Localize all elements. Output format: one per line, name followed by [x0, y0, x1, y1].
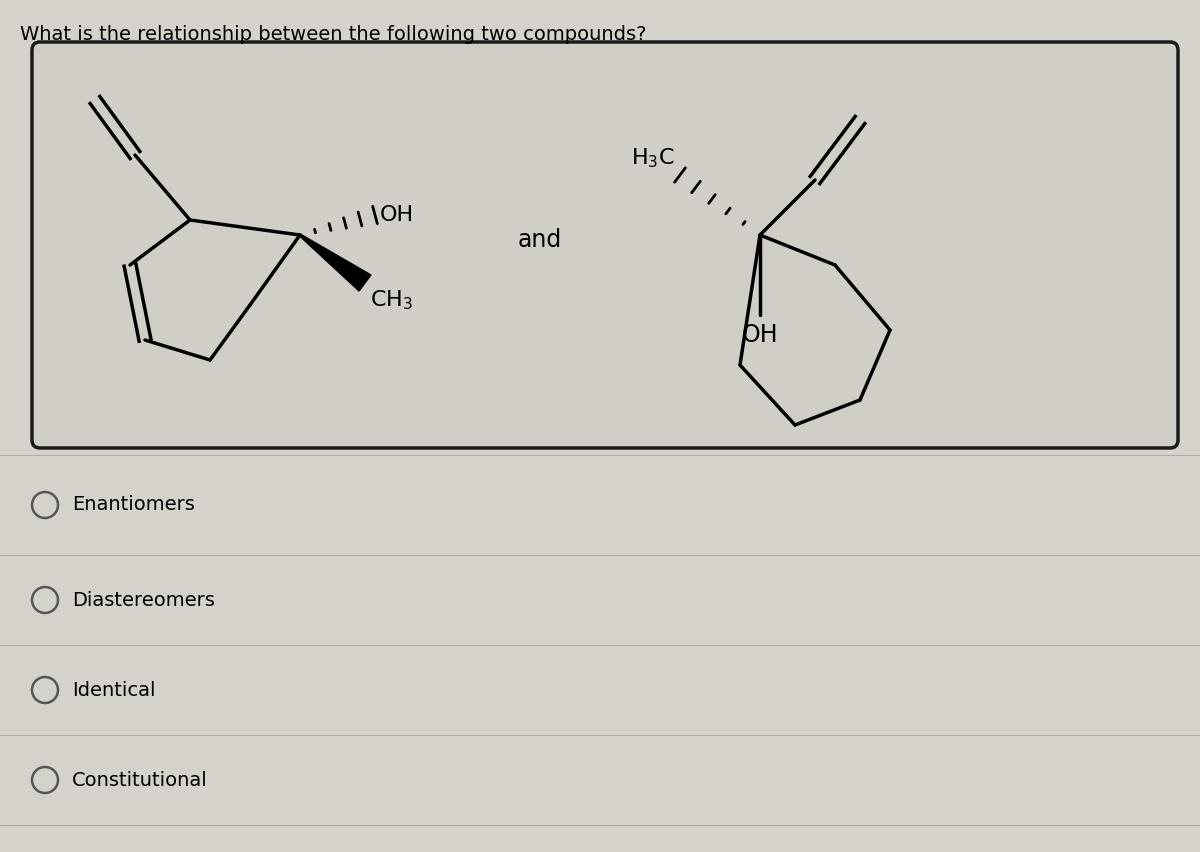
FancyBboxPatch shape	[32, 42, 1178, 448]
Polygon shape	[300, 234, 371, 291]
Text: Identical: Identical	[72, 681, 156, 699]
Text: OH: OH	[742, 323, 779, 347]
Text: Enantiomers: Enantiomers	[72, 496, 194, 515]
Text: and: and	[518, 228, 562, 252]
Text: OH: OH	[380, 205, 414, 225]
Text: Constitutional: Constitutional	[72, 770, 208, 790]
Text: Diastereomers: Diastereomers	[72, 590, 215, 609]
Text: H$_3$C: H$_3$C	[631, 147, 674, 170]
Text: CH$_3$: CH$_3$	[370, 288, 413, 312]
Text: What is the relationship between the following two compounds?: What is the relationship between the fol…	[20, 25, 647, 44]
